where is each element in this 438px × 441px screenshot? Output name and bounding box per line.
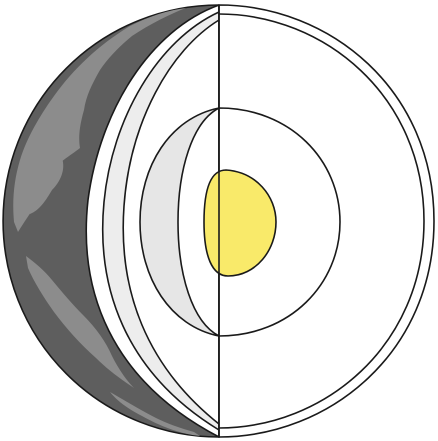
continent-lower [26, 256, 134, 388]
outer-core-face-right [218, 107, 341, 337]
outer-core-face-left [177, 107, 220, 337]
inner-core [203, 169, 277, 277]
crust-boundary-right [218, 13, 425, 429]
continent-middle [19, 148, 64, 214]
continent-south [110, 392, 200, 436]
continents [13, 8, 200, 436]
